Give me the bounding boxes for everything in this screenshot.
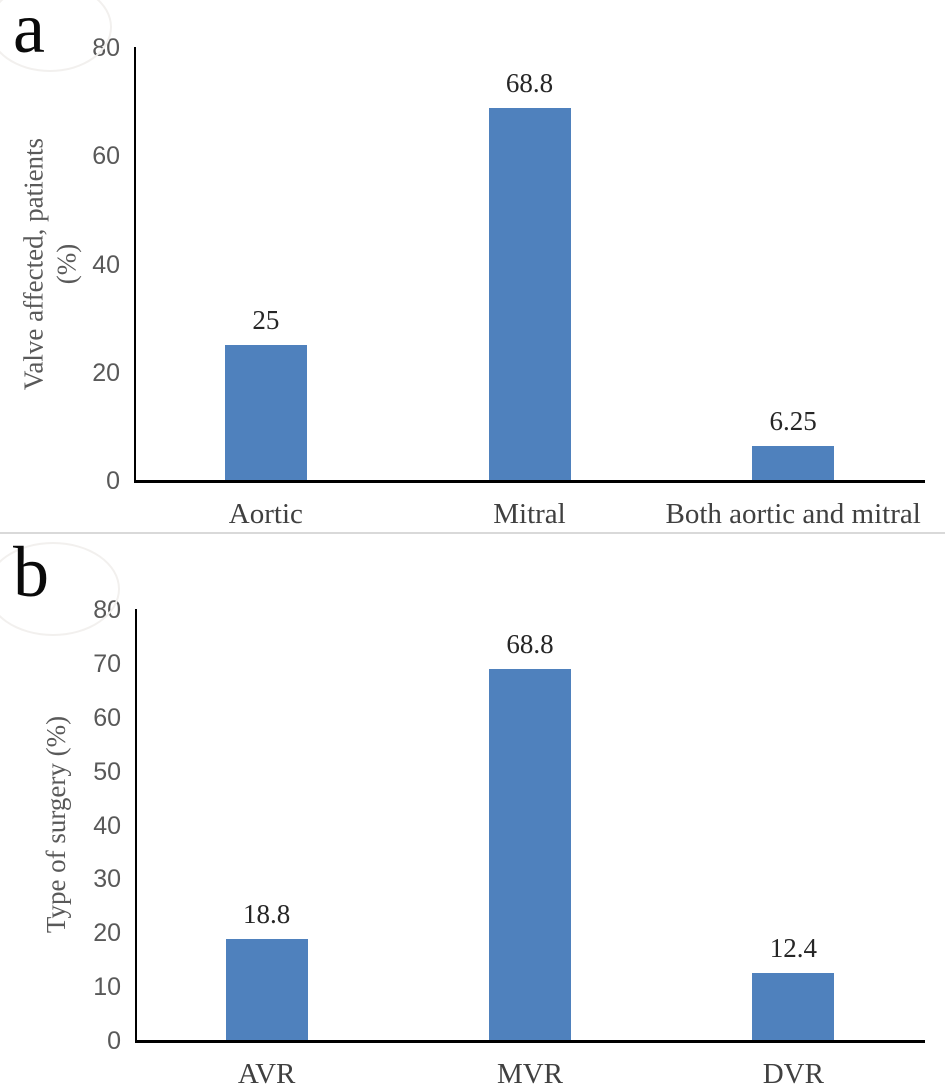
y-tick-label: 30 bbox=[93, 865, 121, 894]
y-tick-label: 10 bbox=[93, 973, 121, 1002]
bar-value-label: 6.25 bbox=[769, 406, 817, 437]
panel-a: a 0 20 40 60 80 Valve affected, patients (%) 2… bbox=[0, 0, 945, 532]
x-tick-label: Aortic bbox=[228, 498, 303, 530]
y-tick-label: 0 bbox=[107, 1027, 121, 1055]
bar bbox=[752, 973, 835, 1040]
x-tick-label: DVR bbox=[762, 1058, 824, 1088]
y-tick-label: 60 bbox=[93, 703, 121, 732]
bar-value-label: 18.8 bbox=[243, 898, 291, 929]
bar-value-label: 25 bbox=[252, 304, 280, 335]
panel-b-letter: b bbox=[13, 532, 49, 612]
bar bbox=[488, 107, 571, 480]
x-axis-line bbox=[134, 480, 925, 483]
panel-divider bbox=[0, 532, 945, 534]
watermark-ellipse bbox=[0, 542, 120, 636]
y-axis-line bbox=[134, 47, 136, 483]
y-axis-line bbox=[135, 609, 137, 1043]
y-tick-label: 0 bbox=[106, 467, 120, 495]
y-tick-label: 20 bbox=[92, 358, 120, 387]
y-tick-label: 40 bbox=[92, 250, 120, 279]
y-tick-label: 20 bbox=[93, 919, 121, 948]
panel-a-letter: a bbox=[13, 0, 45, 68]
bar-value-label: 12.4 bbox=[769, 933, 817, 964]
y-tick-label: 60 bbox=[92, 142, 120, 171]
bar-value-label: 68.8 bbox=[505, 67, 554, 98]
bar bbox=[752, 446, 835, 480]
y-axis-title: Type of surgery (%) bbox=[40, 715, 71, 934]
y-axis-title: Valve affected, patients (%) bbox=[18, 137, 81, 390]
x-axis-line bbox=[135, 1040, 925, 1043]
y-tick-label: 70 bbox=[93, 649, 121, 678]
bar bbox=[225, 938, 308, 1040]
x-tick-label: Mitral bbox=[493, 498, 566, 530]
bar bbox=[489, 669, 571, 1040]
x-tick-label: Both aortic and mitral bbox=[665, 498, 921, 530]
bar bbox=[224, 344, 307, 480]
x-tick-label: MVR bbox=[496, 1058, 564, 1088]
y-tick-label: 50 bbox=[93, 757, 121, 786]
x-tick-label: AVR bbox=[237, 1058, 296, 1088]
bar-value-label: 68.8 bbox=[506, 629, 554, 660]
y-tick-label: 40 bbox=[93, 811, 121, 840]
panel-b: b 0 10 20 30 40 50 60 70 80 Type of surgery (%) 18… bbox=[0, 534, 945, 1088]
